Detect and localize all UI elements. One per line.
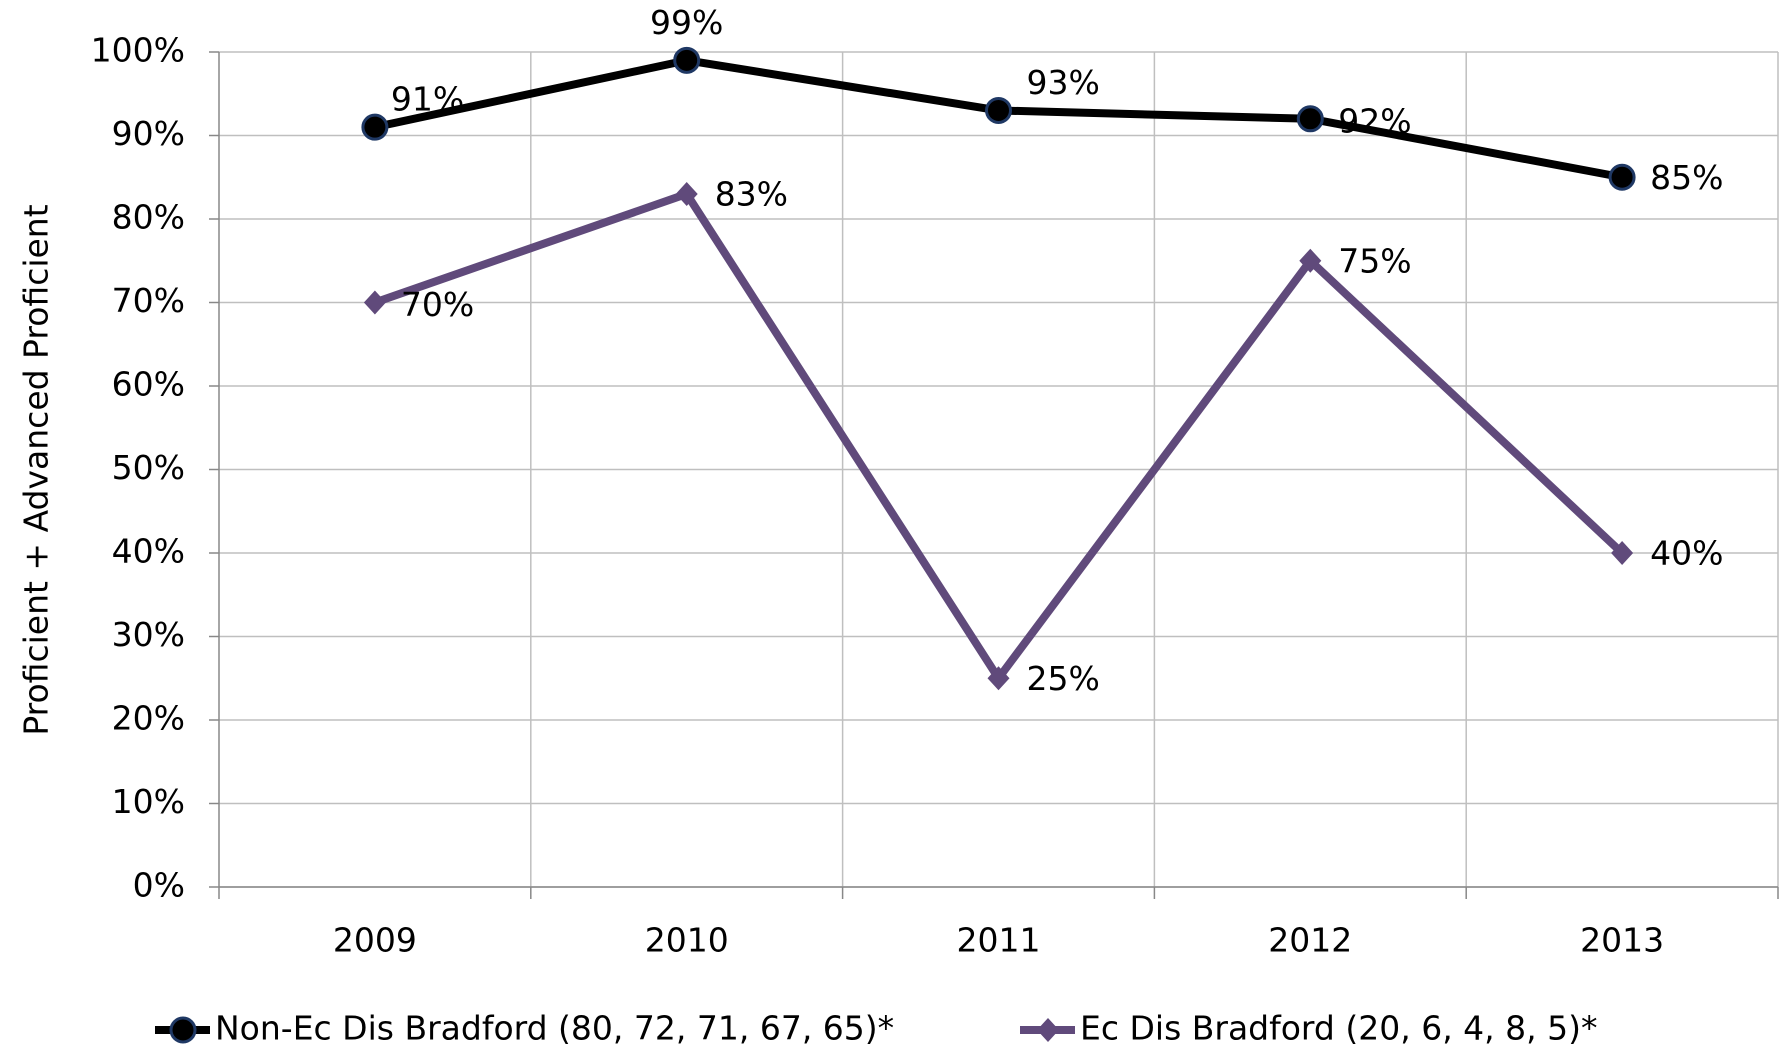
legend-marker (169, 1016, 197, 1044)
data-point (1611, 541, 1634, 565)
data-point (1608, 163, 1636, 191)
y-tick-label: 20% (112, 699, 185, 738)
data-point (985, 96, 1012, 124)
data-point (361, 113, 389, 141)
y-tick-label: 60% (112, 365, 185, 404)
data-point (1296, 105, 1324, 133)
y-tick-label: 40% (112, 532, 185, 571)
legend-label: Ec Dis Bradford (20, 6, 4, 8, 5)* (1080, 1009, 1598, 1048)
y-tick-label: 80% (112, 198, 185, 237)
data-point (673, 46, 701, 74)
y-tick-label: 10% (112, 782, 185, 821)
data-label: 70% (401, 285, 474, 324)
y-tick-label: 90% (112, 114, 185, 153)
data-label: 93% (1027, 63, 1100, 102)
data-label: 91% (391, 80, 464, 119)
legend-marker (1037, 1018, 1059, 1042)
x-tick-label: 2009 (333, 921, 417, 960)
data-point (987, 666, 1010, 691)
y-axis-label: Proficient + Advanced Proficient (17, 204, 56, 735)
x-tick-label: 2012 (1268, 921, 1352, 960)
data-label: 92% (1338, 101, 1411, 140)
x-tick-label: 2013 (1580, 921, 1664, 960)
series-line (373, 189, 1625, 683)
data-label: 75% (1338, 241, 1411, 280)
y-tick-label: 70% (112, 281, 185, 320)
x-tick-label: 2011 (957, 921, 1041, 960)
legend-label: Non-Ec Dis Bradford (80, 72, 71, 67, 65)… (215, 1009, 894, 1048)
data-point (675, 181, 698, 206)
x-tick-label: 2010 (645, 921, 729, 960)
data-label: 83% (715, 174, 788, 213)
y-tick-label: 30% (112, 615, 185, 654)
y-tick-label: 0% (133, 866, 185, 905)
data-label: 40% (1650, 534, 1723, 573)
y-tick-label: 50% (112, 448, 185, 487)
data-label: 99% (650, 3, 723, 42)
data-label: 85% (1650, 158, 1723, 197)
data-label: 25% (1027, 659, 1100, 698)
y-tick-label: 100% (91, 31, 185, 70)
data-point (1299, 248, 1322, 273)
data-point (363, 290, 386, 315)
